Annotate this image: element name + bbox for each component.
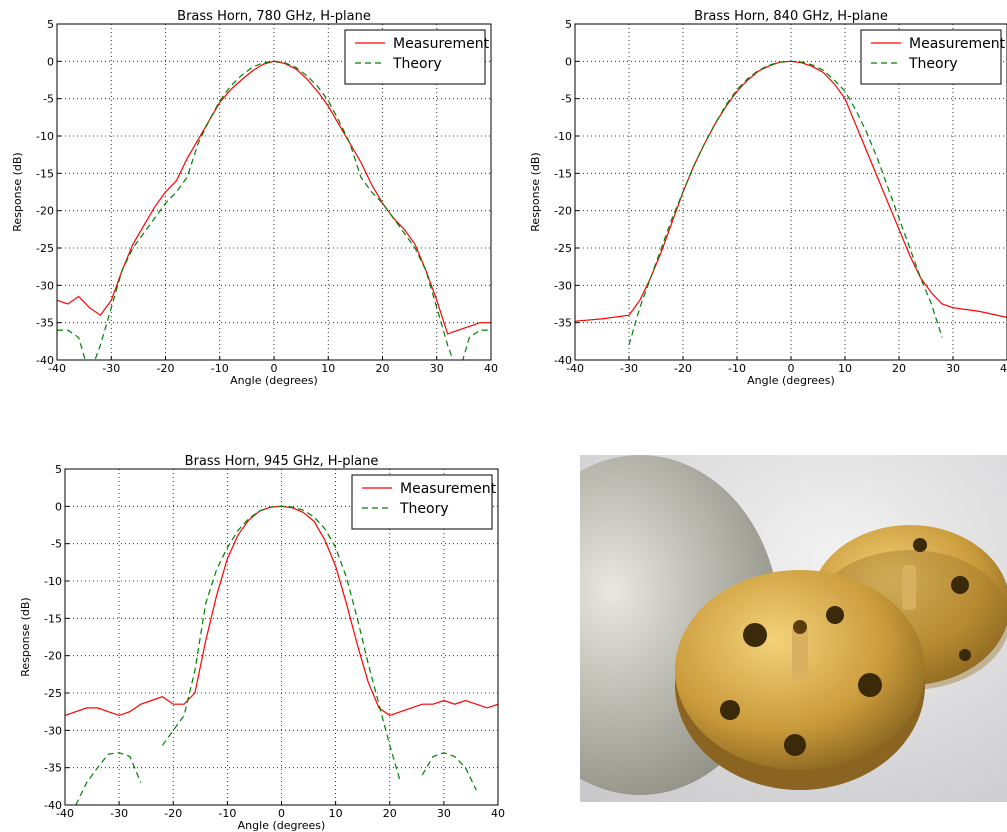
x-tick-label: 40: [491, 807, 505, 820]
y-tick-label: 0: [565, 55, 572, 68]
y-tick-label: 5: [47, 18, 54, 31]
x-axis-label: Angle (degrees): [238, 819, 326, 832]
y-tick-label: -30: [36, 279, 54, 292]
photo: [580, 455, 1007, 802]
y-tick-label: -5: [561, 93, 572, 106]
x-tick-label: 10: [321, 362, 335, 375]
x-tick-label: 30: [437, 807, 451, 820]
y-axis-label: Response (dB): [529, 152, 542, 231]
y-tick-label: -20: [554, 205, 572, 218]
legend-label: Measurement: [400, 481, 497, 497]
x-tick-label: -10: [211, 362, 229, 375]
y-tick-label: -5: [51, 538, 62, 551]
y-tick-label: 0: [55, 500, 62, 513]
x-tick-label: 10: [838, 362, 852, 375]
y-tick-label: 0: [47, 55, 54, 68]
legend-label: Measurement: [909, 36, 1006, 52]
y-tick-label: -25: [554, 242, 572, 255]
x-tick-label: 30: [430, 362, 444, 375]
y-tick-label: -25: [44, 687, 62, 700]
x-tick-label: -20: [157, 362, 175, 375]
x-tick-label: 30: [946, 362, 960, 375]
x-tick-label: -10: [728, 362, 746, 375]
y-tick-label: 5: [55, 463, 62, 476]
legend-label: Measurement: [393, 36, 490, 52]
legend-label: Theory: [392, 56, 442, 72]
legend-label: Theory: [908, 56, 958, 72]
figure: 5 0 -5 -10 -15 -20 -25 -30 -35 -40 -40 -30 -20 -10 0 10…: [0, 0, 1007, 832]
x-tick-label: 20: [383, 807, 397, 820]
y-axis-label: Response (dB): [19, 597, 32, 676]
chart-title: Brass Horn, 945 GHz, H-plane: [185, 454, 379, 469]
y-tick-label: -15: [554, 167, 572, 180]
y-tick-label: -5: [43, 93, 54, 106]
y-tick-label: -15: [44, 612, 62, 625]
chart-title: Brass Horn, 780 GHz, H-plane: [177, 9, 371, 24]
x-axis-label: Angle (degrees): [230, 374, 318, 387]
x-tick-label: -20: [164, 807, 182, 820]
y-tick-label: -25: [36, 242, 54, 255]
x-tick-label: -30: [110, 807, 128, 820]
chart-title: Brass Horn, 840 GHz, H-plane: [694, 9, 888, 24]
y-tick-label: -35: [44, 762, 62, 775]
y-tick-label: 5: [565, 18, 572, 31]
y-tick-label: -35: [554, 317, 572, 330]
x-tick-label: 40: [1000, 362, 1007, 375]
y-tick-label: -30: [554, 279, 572, 292]
x-tick-label: -30: [620, 362, 638, 375]
y-tick-label: -10: [554, 130, 572, 143]
x-tick-label: 10: [329, 807, 343, 820]
x-axis-label: Angle (degrees): [747, 374, 835, 387]
x-tick-label: 20: [376, 362, 390, 375]
x-tick-label: -30: [102, 362, 120, 375]
y-tick-label: -35: [36, 317, 54, 330]
y-tick-label: -20: [44, 650, 62, 663]
legend-label: Theory: [399, 501, 449, 517]
y-tick-label: -10: [44, 575, 62, 588]
y-axis-label: Response (dB): [11, 152, 24, 231]
x-tick-label: -40: [48, 362, 66, 375]
y-tick-label: -20: [36, 205, 54, 218]
x-tick-label: -10: [218, 807, 236, 820]
x-tick-label: -40: [566, 362, 584, 375]
y-tick-label: -30: [44, 724, 62, 737]
y-tick-label: -15: [36, 167, 54, 180]
x-tick-label: -40: [56, 807, 74, 820]
x-tick-label: -20: [674, 362, 692, 375]
y-tick-label: -10: [36, 130, 54, 143]
x-tick-label: 40: [484, 362, 498, 375]
x-tick-label: 20: [892, 362, 906, 375]
